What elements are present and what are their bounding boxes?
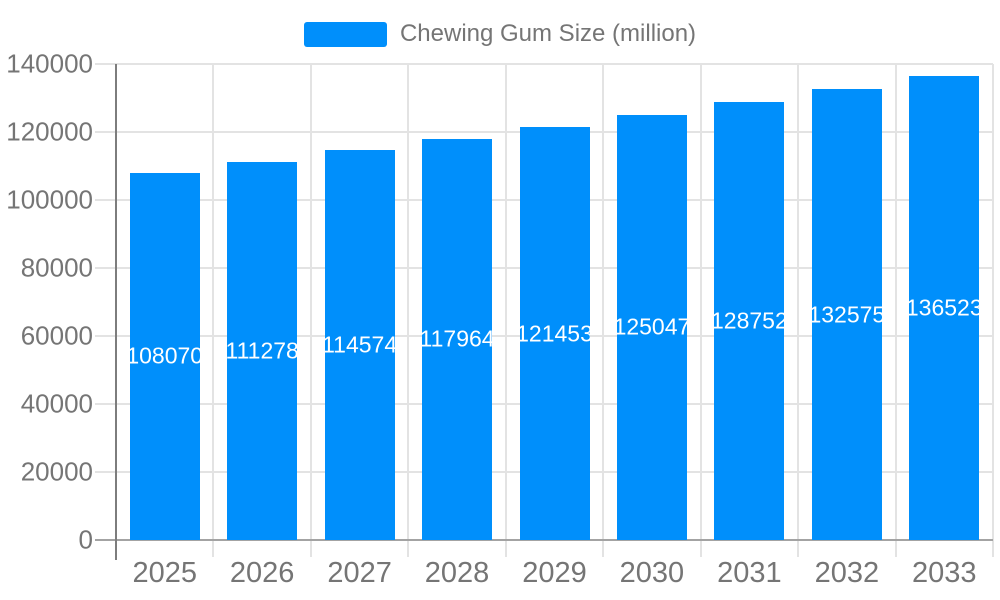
x-tick-label: 2032 — [814, 557, 880, 589]
x-axis-line — [95, 539, 993, 541]
y-tick-label: 80000 — [20, 252, 93, 283]
bar: 114574 — [324, 150, 395, 540]
chart-legend: Chewing Gum Size (million) — [0, 20, 1000, 48]
gridline-vertical — [699, 64, 702, 557]
x-tick-label: 2027 — [327, 557, 392, 589]
y-tick-label: 140000 — [6, 48, 93, 79]
x-tick-label: 2031 — [717, 557, 782, 589]
x-tick-label: 2030 — [619, 557, 685, 589]
bar: 111278 — [227, 161, 298, 540]
bar: 121453 — [519, 127, 590, 540]
y-tick-label: 0 — [78, 524, 93, 555]
gridline-vertical — [407, 64, 410, 557]
gridline-vertical — [602, 64, 605, 557]
bar: 132575 — [811, 89, 882, 540]
bar-value-label: 111278 — [227, 337, 298, 364]
bar-value-label: 114574 — [324, 331, 395, 358]
y-tick-label: 120000 — [6, 116, 93, 147]
bar-value-label: 136523 — [909, 294, 980, 321]
bar-value-label: 132575 — [811, 301, 882, 328]
gridline-vertical — [992, 64, 994, 557]
bar: 125047 — [616, 114, 687, 540]
x-tick-label: 2029 — [522, 557, 587, 589]
y-tick-label: 20000 — [20, 456, 93, 487]
gridline-horizontal — [95, 63, 993, 65]
legend-swatch-icon — [303, 21, 387, 47]
x-tick-label: 2026 — [229, 557, 295, 589]
x-tick-label: 2033 — [912, 557, 977, 589]
y-tick-label: 60000 — [20, 320, 93, 351]
bar: 108070 — [129, 172, 200, 540]
bar: 117964 — [422, 138, 493, 540]
gridline-vertical — [309, 64, 312, 557]
gridline-vertical — [797, 64, 800, 557]
gridline-vertical — [504, 64, 507, 557]
y-axis-line — [115, 64, 117, 560]
gridline-vertical — [212, 64, 215, 557]
bar: 128752 — [714, 102, 785, 540]
bar-value-label: 125047 — [616, 313, 687, 340]
bar-value-label: 121453 — [519, 320, 590, 347]
bar: 136523 — [909, 75, 980, 540]
gridline-vertical — [894, 64, 897, 557]
bar-value-label: 117964 — [422, 325, 493, 352]
y-tick-label: 40000 — [20, 388, 93, 419]
bar-value-label: 128752 — [714, 307, 785, 334]
x-tick-label: 2025 — [132, 557, 197, 589]
y-tick-label: 100000 — [6, 184, 93, 215]
bar-value-label: 108070 — [129, 342, 200, 369]
x-tick-label: 2028 — [424, 557, 490, 589]
legend-series-label: Chewing Gum Size (million) — [399, 20, 697, 47]
